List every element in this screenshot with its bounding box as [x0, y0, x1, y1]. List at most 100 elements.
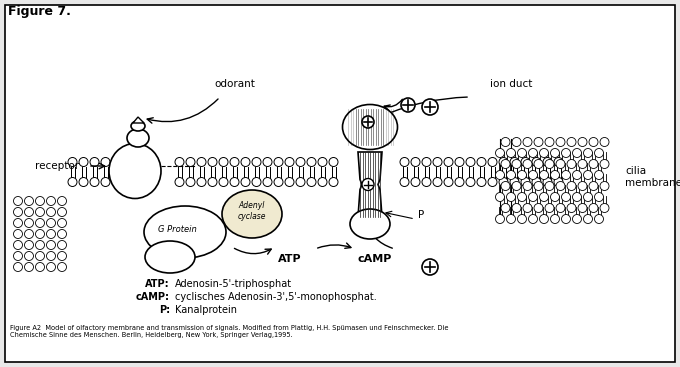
Text: Kanalprotein: Kanalprotein: [175, 305, 237, 315]
Circle shape: [567, 160, 576, 168]
Circle shape: [523, 138, 532, 146]
Circle shape: [35, 218, 44, 228]
Circle shape: [14, 251, 22, 261]
Ellipse shape: [131, 121, 145, 131]
Circle shape: [422, 99, 438, 115]
Circle shape: [35, 229, 44, 239]
Circle shape: [499, 157, 508, 167]
Circle shape: [551, 214, 560, 224]
Circle shape: [197, 178, 206, 186]
Circle shape: [534, 138, 543, 146]
Circle shape: [433, 157, 442, 167]
Circle shape: [46, 251, 56, 261]
Circle shape: [562, 149, 571, 157]
Circle shape: [532, 157, 541, 167]
Circle shape: [411, 178, 420, 186]
Circle shape: [208, 178, 217, 186]
Ellipse shape: [109, 143, 161, 199]
Ellipse shape: [222, 190, 282, 238]
Circle shape: [528, 193, 537, 201]
Circle shape: [510, 178, 519, 186]
Circle shape: [477, 157, 486, 167]
Circle shape: [101, 157, 110, 167]
Circle shape: [600, 138, 609, 146]
Text: cAMP: cAMP: [358, 254, 392, 264]
Circle shape: [539, 149, 549, 157]
Circle shape: [578, 182, 587, 190]
Polygon shape: [133, 117, 144, 123]
Circle shape: [274, 178, 283, 186]
Text: Figure A2  Model of olfactory membrane and transmission of signals. Modified fro: Figure A2 Model of olfactory membrane an…: [10, 325, 449, 338]
Circle shape: [433, 178, 442, 186]
Circle shape: [507, 193, 515, 201]
Circle shape: [545, 160, 554, 168]
Circle shape: [528, 171, 537, 179]
Circle shape: [523, 160, 532, 168]
Circle shape: [488, 178, 497, 186]
Circle shape: [329, 157, 338, 167]
Circle shape: [567, 182, 576, 190]
Circle shape: [46, 207, 56, 217]
Circle shape: [79, 157, 88, 167]
Circle shape: [589, 203, 598, 212]
Circle shape: [14, 240, 22, 250]
Circle shape: [362, 116, 374, 128]
Circle shape: [230, 178, 239, 186]
Text: cAMP:: cAMP:: [136, 292, 170, 302]
Circle shape: [496, 149, 505, 157]
Circle shape: [573, 149, 581, 157]
Circle shape: [422, 259, 438, 275]
Polygon shape: [358, 152, 382, 217]
Circle shape: [562, 171, 571, 179]
Text: ion duct: ion duct: [490, 79, 532, 89]
Circle shape: [512, 160, 521, 168]
Circle shape: [551, 171, 560, 179]
Circle shape: [401, 98, 415, 112]
Circle shape: [539, 214, 549, 224]
Circle shape: [501, 138, 510, 146]
Circle shape: [296, 157, 305, 167]
Circle shape: [58, 196, 67, 206]
Circle shape: [583, 193, 592, 201]
Circle shape: [285, 178, 294, 186]
Circle shape: [263, 178, 272, 186]
Circle shape: [411, 157, 420, 167]
Ellipse shape: [127, 129, 149, 147]
Circle shape: [24, 240, 33, 250]
Circle shape: [501, 182, 510, 190]
Ellipse shape: [350, 209, 390, 239]
Circle shape: [523, 203, 532, 212]
Circle shape: [534, 160, 543, 168]
Circle shape: [556, 182, 565, 190]
Circle shape: [14, 218, 22, 228]
Circle shape: [539, 171, 549, 179]
Circle shape: [521, 178, 530, 186]
Circle shape: [517, 193, 526, 201]
Circle shape: [455, 157, 464, 167]
Circle shape: [90, 178, 99, 186]
Circle shape: [573, 171, 581, 179]
Circle shape: [46, 240, 56, 250]
Circle shape: [14, 196, 22, 206]
Circle shape: [186, 178, 195, 186]
Circle shape: [58, 218, 67, 228]
Circle shape: [589, 138, 598, 146]
Circle shape: [285, 157, 294, 167]
Circle shape: [24, 229, 33, 239]
Circle shape: [556, 203, 565, 212]
Circle shape: [58, 251, 67, 261]
Circle shape: [567, 203, 576, 212]
Text: Adenosin-5'-triphosphat: Adenosin-5'-triphosphat: [175, 279, 292, 289]
Circle shape: [594, 149, 604, 157]
Text: cilia
membrane: cilia membrane: [625, 166, 680, 188]
Circle shape: [46, 218, 56, 228]
Circle shape: [252, 178, 261, 186]
Circle shape: [241, 178, 250, 186]
Text: cyclisches Adenosin-3',5'-monophosphat.: cyclisches Adenosin-3',5'-monophosphat.: [175, 292, 377, 302]
Circle shape: [35, 196, 44, 206]
Circle shape: [307, 157, 316, 167]
Circle shape: [528, 214, 537, 224]
Circle shape: [573, 214, 581, 224]
Circle shape: [600, 182, 609, 190]
Circle shape: [534, 203, 543, 212]
